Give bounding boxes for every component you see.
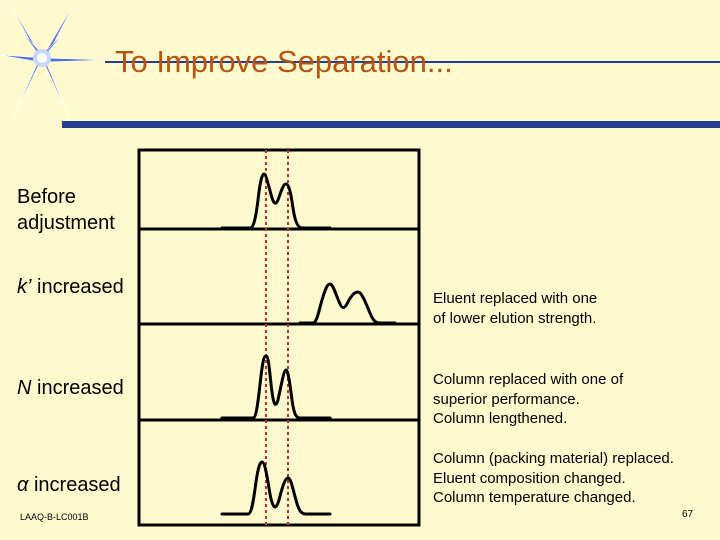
row-label-k-increased: k’ increased [17, 276, 124, 299]
star-logo-icon [0, 1, 106, 121]
note-k-line-1: Eluent replaced with one [433, 290, 598, 307]
row-label-alpha-text: increased [28, 474, 121, 496]
note-alpha-line-1: Column (packing material) replaced. [433, 450, 674, 467]
row-label-alpha-increased: α increased [17, 474, 121, 497]
k-prime-symbol: k’ [17, 276, 32, 298]
title-underline [105, 61, 720, 63]
header-band [62, 121, 720, 128]
peak-pair-alpha-increased [220, 460, 332, 516]
note-k-line-2: of lower elution strength. [433, 309, 597, 327]
peak-pair-before [220, 172, 332, 230]
row-label-before: Before adjustment [17, 184, 115, 236]
note-alpha-increased: Column (packing material) replaced. Elue… [433, 449, 674, 508]
alpha-symbol: α [17, 474, 29, 496]
note-n-line-1: Column replaced with one of [433, 371, 624, 388]
note-alpha-line-2: Eluent composition changed. [433, 469, 626, 487]
note-n-line-3: Column lengthened. [433, 410, 568, 427]
note-alpha-line-3: Column temperature changed. [433, 489, 636, 506]
n-symbol: N [17, 377, 32, 399]
row-label-before-line-2: adjustment [17, 212, 115, 234]
note-n-line-2: superior performance. [433, 390, 580, 408]
peak-pair-n-increased [220, 354, 332, 420]
row-label-n-text: increased [31, 377, 124, 399]
footer-document-id: LAAQ-B-LC001B [20, 512, 89, 522]
slide-title: To Improve Separation... [115, 44, 453, 79]
peak-pair-k-increased [298, 282, 397, 325]
row-label-n-increased: N increased [17, 377, 124, 400]
page-number: 67 [682, 509, 694, 520]
row-label-k-text: increased [31, 276, 124, 298]
note-k-increased: Eluent replaced with one of lower elutio… [433, 289, 597, 328]
diagram-frame [137, 148, 421, 527]
note-n-increased: Column replaced with one of superior per… [433, 370, 623, 429]
row-label-before-line-1: Before [17, 186, 76, 208]
